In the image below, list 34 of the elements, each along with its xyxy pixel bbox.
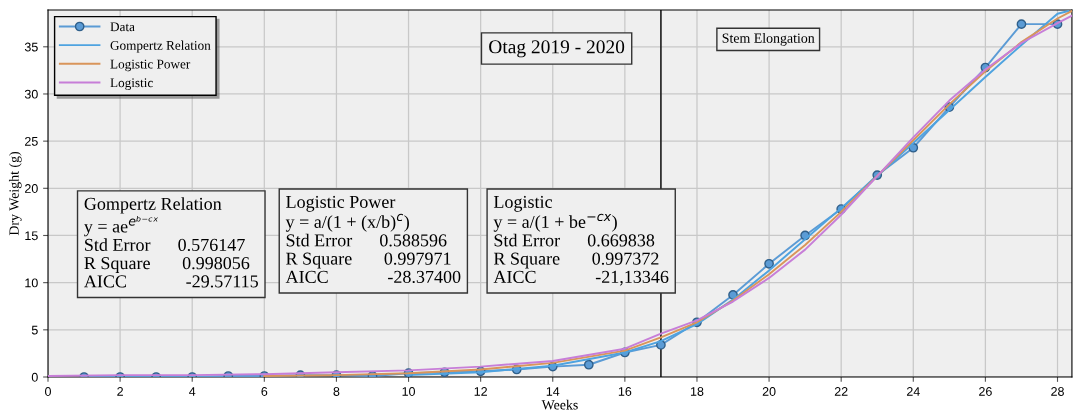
annotation: Gompertz Relation y = ae$^{eᵇ⁻ᶜˣ}$ Std Error 0.576147 R Square 0.998056 AICC -29.57115 (84, 197, 258, 288)
x-tick-label: 12 (474, 387, 487, 396)
legend-label: Logistic Power (110, 59, 191, 72)
y-axis-title: Dry Weight (g) (8, 151, 22, 236)
legend-label: Gompertz Relation (110, 40, 211, 53)
x-tick-label: 6 (261, 387, 268, 396)
x-tick-label: 26 (979, 387, 992, 396)
y-tick-label: 20 (25, 184, 38, 193)
y-tick-label: 30 (24, 89, 38, 99)
x-tick-label: 24 (906, 387, 920, 396)
x-tick-label: 14 (546, 387, 560, 396)
y-tick-label: 10 (25, 278, 38, 288)
x-axis-title: Weeks (541, 399, 578, 410)
y-tick-label: 0 (31, 372, 38, 382)
annotation: Logistic y = a/(1 + be$^{−cx}$) Std Error 0.669838 R Square 0.997372 AICC -21,13346 (493, 195, 669, 286)
x-tick-label: 8 (333, 387, 340, 396)
x-tick-label: 0 (45, 387, 51, 396)
y-tick-label: 5 (31, 325, 38, 335)
x-tick-label: 2 (117, 387, 123, 396)
annotation: Logistic Power y = a/(1 + (x/b)$^{c}$) Std Error 0.588596 R Square 0.997971 AICC -28.37400 (285, 195, 461, 284)
y-tick-label: 35 (24, 42, 38, 52)
x-tick-label: 20 (762, 387, 776, 396)
legend-label: Data (110, 22, 135, 32)
x-tick-label: 22 (834, 387, 848, 396)
y-tick-label: 25 (25, 136, 38, 146)
y-tick-label: 15 (25, 231, 38, 241)
x-tick-label: 4 (189, 387, 196, 396)
x-tick-label: 16 (618, 387, 632, 396)
annotation: Stem Elongation (722, 33, 815, 46)
legend-label: Logistic (110, 78, 153, 90)
x-tick-label: 10 (402, 387, 415, 396)
x-tick-label: 18 (690, 387, 704, 396)
annotation: Otag 2019 - 2020 (489, 40, 625, 58)
x-tick-label: 28 (1051, 387, 1064, 396)
